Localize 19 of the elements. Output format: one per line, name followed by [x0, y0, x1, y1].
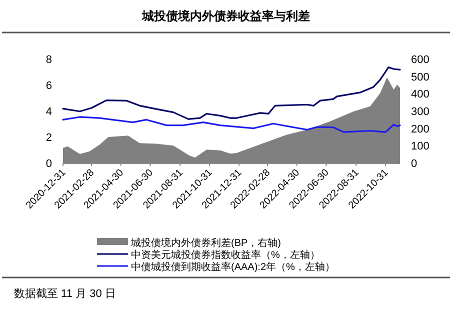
y2-tick-label: 400 [411, 88, 430, 101]
legend-label: 中债城投债到期收益率(AAA):2年（%，左轴） [131, 261, 335, 273]
y2-tick-label: 0 [411, 158, 418, 170]
line-series [62, 66, 401, 120]
y2-tick-label: 300 [411, 106, 430, 118]
y-tick-label: 0 [46, 158, 52, 170]
y-tick-label: 8 [46, 54, 52, 66]
line-series [62, 116, 401, 133]
legend-label: 城投债境内外债券利差(BP，右轴) [130, 237, 281, 249]
y-tick-label: 6 [46, 80, 52, 92]
y2-tick-label: 500 [411, 71, 430, 84]
y2-tick-label: 600 [411, 54, 430, 66]
y2-tick-label: 100 [411, 140, 430, 153]
y-tick-label: 2 [46, 132, 52, 144]
y-tick-label: 4 [46, 106, 52, 118]
chart-title: 城投债境内外债券收益率与利差 [141, 9, 310, 23]
text: 数据截至 11 月 30 日 [14, 287, 116, 300]
legend-label: 中资美元城投债券指数收益率（%，左轴） [131, 249, 320, 261]
y2-tick-label: 200 [411, 123, 430, 136]
